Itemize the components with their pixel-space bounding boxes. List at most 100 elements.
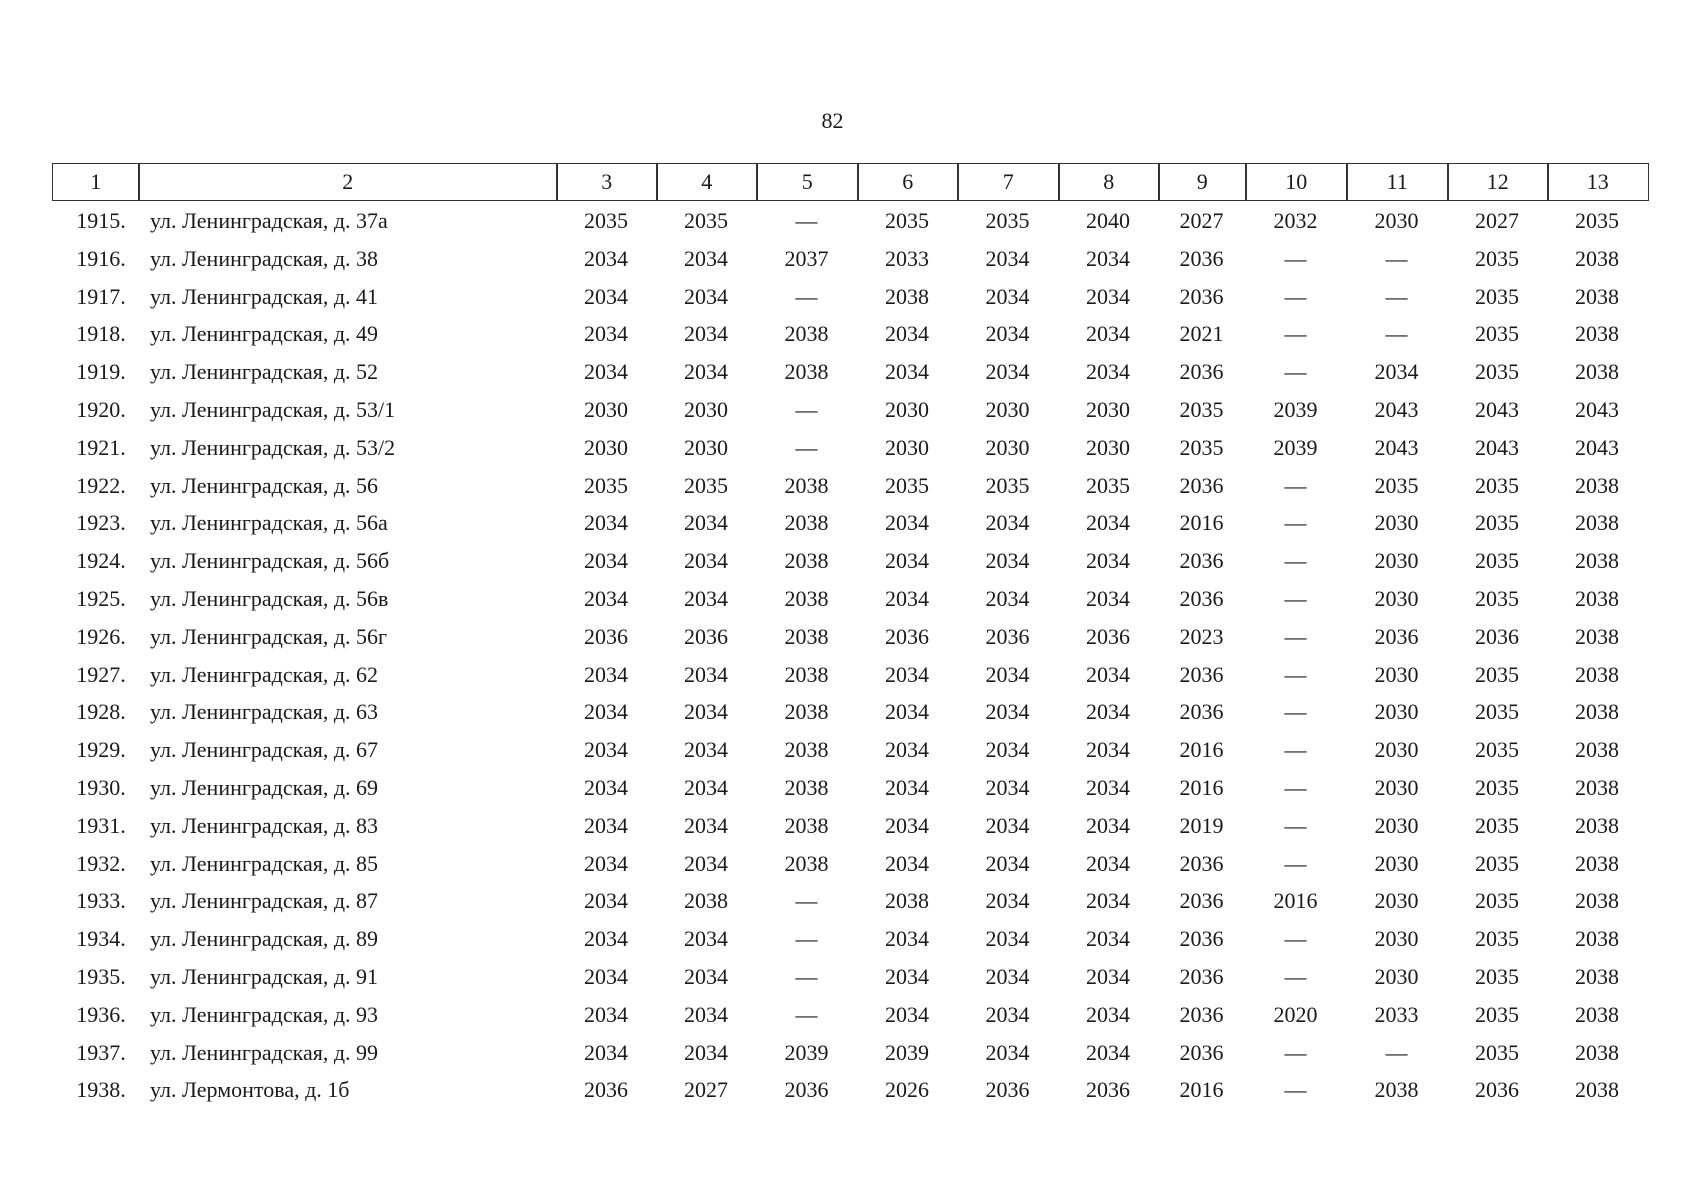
year-cell: — — [795, 208, 818, 233]
year-cell: 2021 — [1179, 321, 1224, 347]
row-number: 1929. — [76, 737, 126, 763]
year-cell: 2030 — [1374, 964, 1419, 989]
year-cell: 2034 — [684, 699, 728, 725]
year-cell: 2036 — [1179, 472, 1224, 498]
year-cell: 2043 — [1374, 397, 1419, 422]
year-cell: 2034 — [1086, 283, 1130, 309]
year-cell: 2034 — [885, 548, 929, 574]
year-cell: — — [1284, 472, 1307, 498]
year-cell: 2036 — [1179, 926, 1224, 952]
row-number: 1917. — [76, 283, 126, 309]
year-cell: 2038 — [784, 586, 829, 611]
year-cell: 2035 — [584, 472, 628, 498]
year-cell: 2035 — [1179, 397, 1224, 422]
year-cell: 2034 — [985, 359, 1030, 385]
year-cell: 2020 — [1273, 1001, 1318, 1027]
header-cell: 8 — [1058, 163, 1160, 201]
row-number: 1918. — [76, 321, 126, 347]
year-cell: — — [1284, 699, 1307, 725]
year-cell: 2034 — [584, 850, 628, 876]
year-cell: 2034 — [1086, 737, 1130, 763]
year-cell: 2038 — [1575, 1077, 1619, 1103]
address: ул. Ленинградская, д. 37а — [150, 208, 388, 233]
year-cell: 2036 — [1086, 1077, 1130, 1103]
year-cell: 2038 — [1575, 699, 1619, 725]
address: ул. Ленинградская, д. 89 — [150, 926, 379, 952]
row-number: 1933. — [76, 888, 126, 914]
year-cell: — — [1284, 1039, 1307, 1065]
year-cell: 2030 — [1086, 434, 1130, 460]
year-cell: 2040 — [1086, 208, 1130, 233]
year-cell: 2034 — [584, 359, 628, 385]
year-cell: 2034 — [885, 661, 929, 687]
year-cell: 2030 — [684, 434, 728, 460]
address: ул. Ленинградская, д. 69 — [150, 775, 379, 800]
year-cell: 2034 — [584, 812, 628, 838]
year-cell: 2035 — [1475, 586, 1519, 611]
year-cell: 2043 — [1475, 434, 1519, 460]
year-cell: 2034 — [985, 283, 1030, 309]
row-number: 1932. — [76, 850, 126, 876]
year-cell: 2035 — [1475, 245, 1519, 271]
year-cell: 2034 — [985, 699, 1030, 725]
year-cell: 2030 — [885, 434, 929, 460]
year-cell: 2034 — [684, 548, 728, 574]
year-cell: 2030 — [584, 397, 628, 422]
year-cell: 2035 — [985, 472, 1030, 498]
year-cell: 2035 — [1475, 1039, 1519, 1065]
year-cell: 2034 — [985, 775, 1030, 800]
year-cell: 2039 — [1273, 434, 1318, 460]
year-cell: 2034 — [985, 964, 1030, 989]
year-cell: 2038 — [1575, 1001, 1619, 1027]
year-cell: 2034 — [985, 888, 1030, 914]
year-cell: 2036 — [985, 623, 1030, 649]
year-cell: — — [1284, 359, 1307, 385]
year-cell: 2034 — [684, 510, 728, 536]
year-cell: 2016 — [1179, 1077, 1224, 1103]
year-cell: 2038 — [1575, 472, 1619, 498]
year-cell: 2036 — [1086, 623, 1130, 649]
row-number: 1924. — [76, 548, 126, 574]
year-cell: 2030 — [1374, 775, 1419, 800]
year-cell: 2030 — [1374, 510, 1419, 536]
year-cell: — — [1284, 964, 1307, 989]
year-cell: 2034 — [985, 586, 1030, 611]
year-cell: — — [1284, 623, 1307, 649]
year-cell: 2043 — [1575, 397, 1619, 422]
address: ул. Ленинградская, д. 56в — [150, 586, 389, 611]
year-cell: 2035 — [684, 472, 728, 498]
year-cell: 2035 — [1475, 775, 1519, 800]
year-cell: 2036 — [1179, 1001, 1224, 1027]
year-cell: 2043 — [1575, 434, 1619, 460]
year-cell: — — [1284, 548, 1307, 574]
year-cell: 2034 — [985, 548, 1030, 574]
year-cell: 2038 — [784, 623, 829, 649]
address: ул. Ленинградская, д. 87 — [150, 888, 379, 914]
year-cell: 2034 — [684, 283, 728, 309]
row-number: 1931. — [76, 812, 126, 838]
year-cell: 2034 — [684, 926, 728, 952]
year-cell: 2038 — [885, 283, 929, 309]
year-cell: — — [1284, 586, 1307, 611]
year-cell: 2038 — [684, 888, 728, 914]
year-cell: 2036 — [1179, 850, 1224, 876]
year-cell: 2034 — [684, 737, 728, 763]
header-cell: 6 — [857, 163, 959, 201]
year-cell: 2034 — [684, 359, 728, 385]
year-cell: 2034 — [584, 321, 628, 347]
address: ул. Ленинградская, д. 52 — [150, 359, 379, 385]
year-cell: 2034 — [1086, 812, 1130, 838]
year-cell: 2038 — [1575, 964, 1619, 989]
year-cell: 2035 — [1475, 699, 1519, 725]
year-cell: 2035 — [1475, 661, 1519, 687]
year-cell: 2034 — [985, 510, 1030, 536]
year-cell: 2038 — [784, 812, 829, 838]
year-cell: — — [1284, 283, 1307, 309]
year-cell: 2034 — [684, 661, 728, 687]
header-cell: 7 — [957, 163, 1060, 201]
year-cell: — — [1284, 775, 1307, 800]
year-cell: 2035 — [1374, 472, 1419, 498]
year-cell: — — [1284, 245, 1307, 271]
year-cell: 2027 — [684, 1077, 728, 1103]
